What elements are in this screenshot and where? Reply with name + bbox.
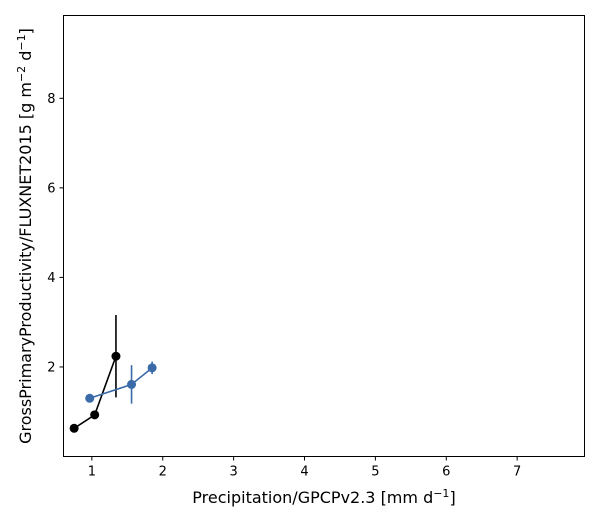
data-point xyxy=(147,363,157,373)
data-point xyxy=(90,410,100,420)
data-point xyxy=(85,393,95,403)
plot-area xyxy=(63,15,585,457)
x-tick-label: 1 xyxy=(88,465,96,480)
x-tick-label: 4 xyxy=(300,465,308,480)
y-tick-label: 6 xyxy=(47,181,55,196)
x-tick-label: 2 xyxy=(159,465,167,480)
x-tick-label: 3 xyxy=(229,465,237,480)
data-point xyxy=(111,351,121,361)
series-1 xyxy=(69,315,121,433)
series-layer xyxy=(69,315,157,433)
data-point xyxy=(69,423,79,433)
y-tick-label: 2 xyxy=(47,360,55,375)
x-axis-ticks: 1 2 3 4 5 6 7 xyxy=(88,456,521,480)
y-axis-label: GrossPrimaryProductivity/FLUXNET2015 [g … xyxy=(15,28,35,444)
x-tick-label: 5 xyxy=(371,465,379,480)
plot-frame xyxy=(63,15,585,457)
y-axis-ticks: 2 4 6 8 xyxy=(47,92,64,375)
x-tick-label: 6 xyxy=(442,465,450,480)
x-tick-label: 7 xyxy=(513,465,521,480)
y-tick-label: 8 xyxy=(47,92,55,107)
data-point xyxy=(127,379,137,389)
series-2 xyxy=(85,361,157,404)
x-axis-label: Precipitation/GPCPv2.3 [mm d−1] xyxy=(192,487,455,507)
y-tick-label: 4 xyxy=(47,271,55,286)
